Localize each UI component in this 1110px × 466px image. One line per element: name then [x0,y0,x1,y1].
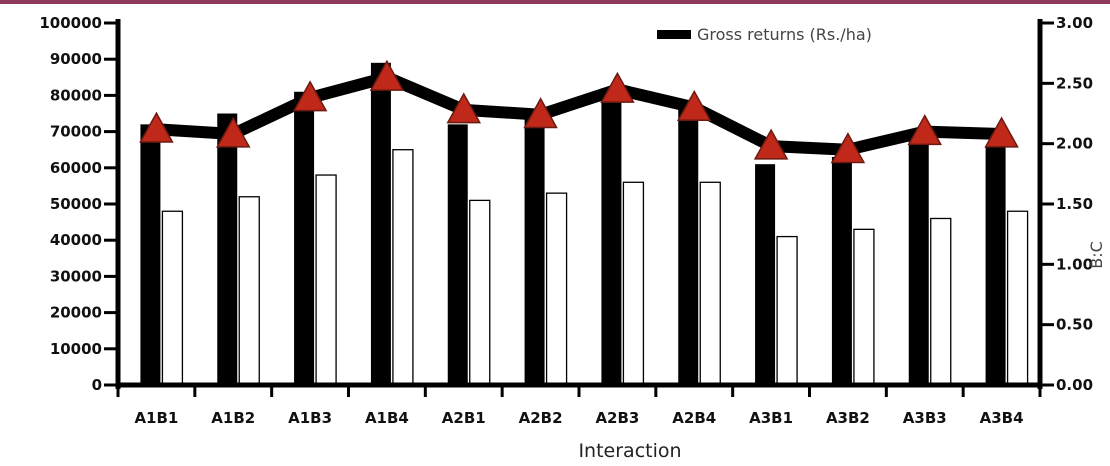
x-tick-label-a3b4: A3B4 [980,409,1024,427]
left-tick-label: 20000 [50,304,102,322]
bar-gross-a3b4 [985,146,1006,385]
right-tick-label: 1.50 [1056,195,1093,213]
right-tick-label: 2.00 [1056,135,1093,153]
x-tick-label-a2b2: A2B2 [519,409,563,427]
bar-secondary-a2b2 [545,192,568,386]
left-tick-label: 90000 [50,50,102,68]
bar-secondary-a2b4 [699,181,721,386]
x-tick-label-a3b3: A3B3 [903,409,947,427]
x-tick-label-a1b3: A1B3 [288,409,332,427]
right-tick-label: 2.50 [1056,74,1093,92]
x-tick-label-a1b1: A1B1 [134,409,178,427]
bar-secondary-a1b3 [315,174,337,386]
left-tick-label: 70000 [50,123,102,141]
marker-a3b1 [753,128,789,160]
x-tick-label-a2b3: A2B3 [595,409,639,427]
right-tick-label: 3.00 [1056,14,1093,32]
x-axis-title: Interaction [578,440,681,462]
marker-a3b3 [907,114,943,146]
left-tick-label: 10000 [50,340,102,358]
left-tick-label: 50000 [50,195,102,213]
bar-gross-a3b1 [755,164,776,385]
bar-gross-a2b1 [447,124,468,386]
x-tick-label-a3b1: A3B1 [749,409,793,427]
right-tick-label: 1.00 [1056,255,1093,273]
bar-secondary-a3b3 [930,217,952,386]
marker-a2b3 [600,71,635,103]
bar-secondary-a2b3 [622,181,645,386]
marker-a3b2 [830,132,866,164]
bar-secondary-a3b1 [776,235,798,386]
bar-secondary-a1b1 [161,210,184,386]
bar-gross-a3b2 [831,156,852,385]
right-tick-label: 0.50 [1056,316,1093,334]
left-tick-label: 100000 [39,14,102,32]
bar-gross-a2b2 [524,113,545,385]
marker-a3b4 [984,116,1019,148]
bar-secondary-a3b2 [853,228,875,386]
bar-secondary-a1b2 [238,196,260,386]
marker-a2b4 [676,89,712,122]
marker-a1b2 [215,116,251,148]
bar-gross-a3b3 [908,138,929,385]
left-tick-label: 30000 [50,267,102,285]
bar-gross-a2b4 [678,102,699,385]
x-tick-label-a1b2: A1B2 [211,409,255,427]
marker-a1b3 [292,80,328,112]
bar-gross-a1b4 [370,62,391,385]
line-bc-ratio [156,71,1002,156]
bar-gross-a1b2 [217,113,238,385]
left-tick-label: 0 [92,376,102,394]
x-tick-label-a3b2: A3B2 [826,409,870,427]
x-tick-label-a1b4: A1B4 [365,409,409,427]
x-tick-label-a2b1: A2B1 [442,409,486,427]
marker-a2b1 [446,92,482,124]
legend-label: Gross returns (Rs./ha) [697,25,872,44]
x-tick-label-a2b4: A2B4 [672,409,716,427]
bar-secondary-a3b4 [1006,210,1029,386]
bar-gross-a1b3 [294,91,315,385]
left-tick-label: 60000 [50,159,102,177]
bar-gross-a1b1 [140,124,161,386]
marker-a2b2 [523,97,558,129]
bar-secondary-a1b4 [392,149,414,386]
right-axis-title: B:C [1087,241,1106,269]
bar-secondary-a2b1 [469,199,491,386]
right-tick-label: 0.00 [1056,376,1093,394]
top-border [0,0,1110,4]
bar-gross-a2b3 [601,88,622,385]
marker-a1b1 [139,111,174,143]
legend-swatch [657,30,691,39]
marker-a1b4 [369,59,405,91]
left-tick-label: 80000 [50,86,102,104]
left-tick-label: 40000 [50,231,102,249]
